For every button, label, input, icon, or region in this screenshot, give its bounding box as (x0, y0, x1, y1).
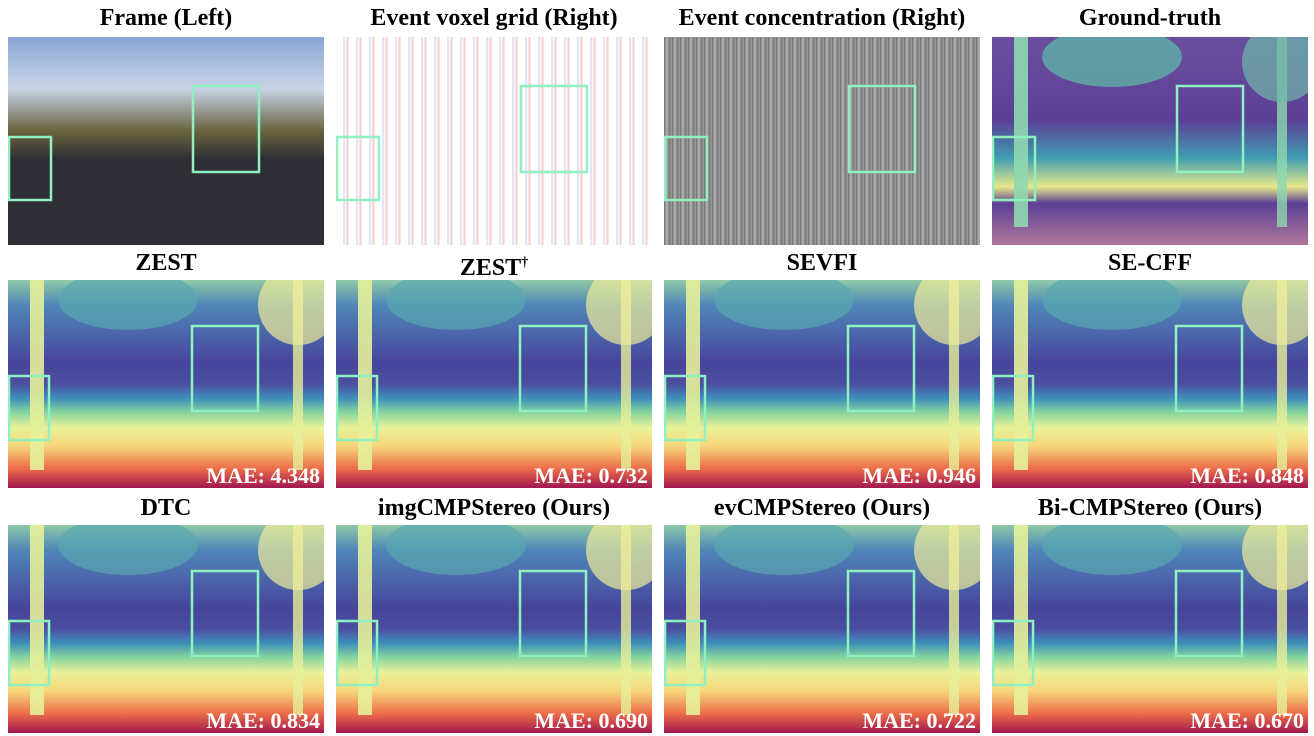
image (336, 37, 652, 245)
title-superscript: † (521, 255, 528, 270)
image-overlay (992, 280, 1308, 488)
panel-title: Bi-CMPStereo (Ours) (982, 494, 1314, 522)
title-text: ZEST (460, 255, 521, 281)
image: MAE: 0.690 (336, 525, 652, 733)
mae-label: MAE: 0.834 (206, 709, 320, 733)
image: MAE: 0.670 (992, 525, 1308, 733)
foliage (1242, 37, 1308, 102)
title-text: evCMPStereo (Ours) (714, 495, 930, 521)
highlight-box (848, 571, 914, 656)
foliage (1042, 37, 1182, 87)
highlight-box (520, 571, 586, 656)
mae-label: MAE: 0.848 (1190, 464, 1304, 488)
foliage (1242, 280, 1308, 345)
mae-label: MAE: 0.946 (862, 464, 976, 488)
image-overlay (336, 280, 652, 488)
title-text: SEVFI (787, 250, 858, 276)
foliage (1042, 525, 1182, 575)
panel-title: Ground-truth (982, 4, 1314, 32)
image: MAE: 0.946 (664, 280, 980, 488)
mae-label: MAE: 0.690 (534, 709, 648, 733)
title-text: Event voxel grid (Right) (370, 5, 617, 31)
panel-title: Event voxel grid (Right) (326, 4, 662, 32)
image-overlay (8, 525, 324, 733)
image-overlay (664, 37, 980, 245)
highlight-box (1176, 326, 1242, 411)
panel-title: ZEST (0, 249, 334, 277)
image (664, 37, 980, 245)
image-overlay (992, 37, 1308, 245)
panel-title: evCMPStereo (Ours) (654, 494, 990, 522)
title-text: Frame (Left) (100, 5, 233, 31)
image-overlay (664, 525, 980, 733)
image (992, 37, 1308, 245)
image-overlay (336, 37, 652, 245)
foliage (386, 280, 526, 330)
highlight-box (192, 326, 258, 411)
panel-title: SEVFI (654, 249, 990, 277)
title-text: DTC (141, 495, 192, 521)
foliage (58, 280, 198, 330)
mae-label: MAE: 4.348 (206, 464, 320, 488)
image: MAE: 0.834 (8, 525, 324, 733)
image-overlay (992, 525, 1308, 733)
image-overlay (8, 37, 324, 245)
image: MAE: 4.348 (8, 280, 324, 488)
foliage (914, 525, 980, 590)
image-overlay (664, 280, 980, 488)
foliage (386, 525, 526, 575)
title-text: imgCMPStereo (Ours) (378, 495, 610, 521)
panel-title: ZEST† (326, 249, 662, 282)
foliage (586, 280, 652, 345)
image-overlay (8, 280, 324, 488)
highlight-box (1177, 86, 1243, 172)
foliage (1242, 525, 1308, 590)
highlight-box (192, 571, 258, 656)
highlight-box (337, 137, 379, 200)
road (8, 157, 324, 245)
foliage (258, 525, 324, 590)
panel-title: Frame (Left) (0, 4, 334, 32)
image (8, 37, 324, 245)
highlight-box (521, 86, 587, 172)
highlight-box (849, 86, 915, 172)
mae-label: MAE: 0.722 (862, 709, 976, 733)
tree-trunk (1014, 37, 1028, 227)
panel-title: Event concentration (Right) (654, 4, 990, 32)
foliage (58, 525, 198, 575)
foliage (714, 280, 854, 330)
foliage (714, 525, 854, 575)
figure: Frame (Left) Event voxel grid (Right) Even… (0, 0, 1314, 736)
highlight-box (520, 326, 586, 411)
image: MAE: 0.732 (336, 280, 652, 488)
mae-label: MAE: 0.732 (534, 464, 648, 488)
panel-title: SE-CFF (982, 249, 1314, 277)
foliage (258, 280, 324, 345)
mae-label: MAE: 0.670 (1190, 709, 1304, 733)
title-text: Bi-CMPStereo (Ours) (1038, 495, 1262, 521)
foliage (586, 525, 652, 590)
title-text: Ground-truth (1079, 5, 1221, 31)
highlight-box (848, 326, 914, 411)
panel-title: imgCMPStereo (Ours) (326, 494, 662, 522)
image: MAE: 0.848 (992, 280, 1308, 488)
foliage (1042, 280, 1182, 330)
highlight-box (665, 137, 707, 200)
title-text: SE-CFF (1108, 250, 1192, 276)
panel-title: DTC (0, 494, 334, 522)
foliage (914, 280, 980, 345)
title-text: ZEST (135, 250, 196, 276)
highlight-box (1176, 571, 1242, 656)
image-overlay (336, 525, 652, 733)
title-text: Event concentration (Right) (679, 5, 966, 31)
image: MAE: 0.722 (664, 525, 980, 733)
